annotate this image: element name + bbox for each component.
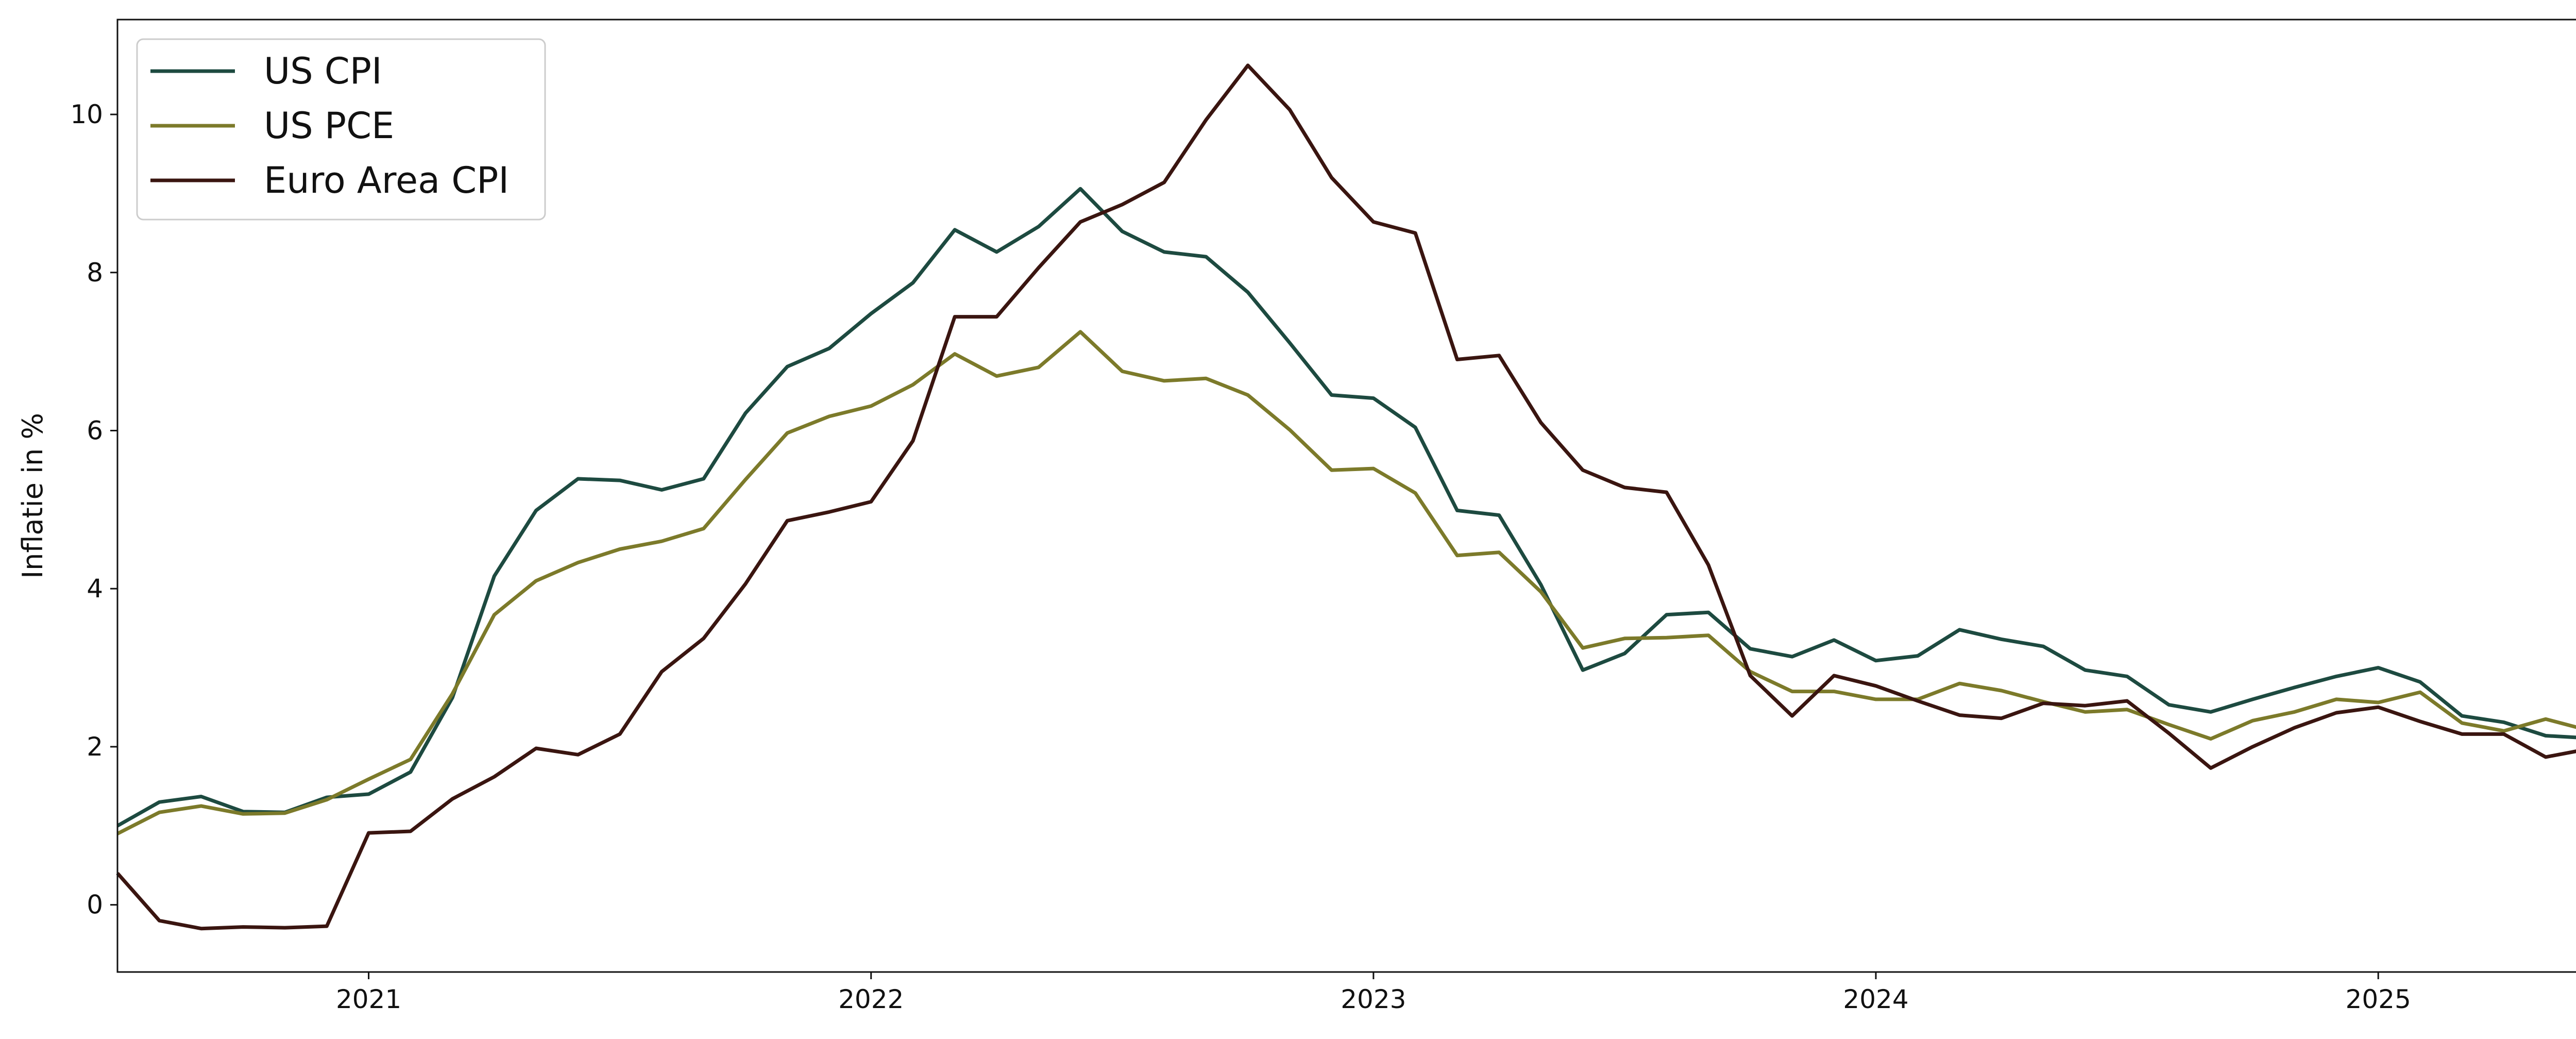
y-tick-label: 2 xyxy=(87,732,103,762)
x-tick-label: 2024 xyxy=(1843,984,1908,1014)
y-axis-label: Inflatie in % xyxy=(16,413,49,579)
x-tick-label: 2025 xyxy=(2346,984,2411,1014)
series-line-2 xyxy=(116,330,2576,835)
y-axis-ticks: 0 2 4 6 8 10 xyxy=(70,99,117,920)
legend-label-1: US CPI xyxy=(264,50,382,92)
series-layer xyxy=(116,63,2576,931)
y-tick-label: 6 xyxy=(87,415,103,445)
x-tick-label: 2021 xyxy=(336,984,401,1014)
legend: US CPI US PCE Euro Area CPI xyxy=(136,38,546,221)
y-tick-label: 8 xyxy=(87,258,103,288)
x-tick-label: 2023 xyxy=(1341,984,1406,1014)
x-axis-ticks: 2021 2022 2023 2024 2025 xyxy=(336,972,2411,1014)
series-line-3 xyxy=(116,63,2576,931)
plot-frame xyxy=(116,19,2576,973)
legend-label-2: US PCE xyxy=(264,105,394,147)
y-tick-label: 4 xyxy=(87,574,103,604)
x-tick-label: 2022 xyxy=(838,984,904,1014)
legend-label-3: Euro Area CPI xyxy=(264,159,509,202)
series-line-1 xyxy=(116,187,2576,828)
y-tick-label: 0 xyxy=(87,890,103,920)
legend-box xyxy=(136,38,546,221)
y-tick-label: 10 xyxy=(70,99,103,129)
